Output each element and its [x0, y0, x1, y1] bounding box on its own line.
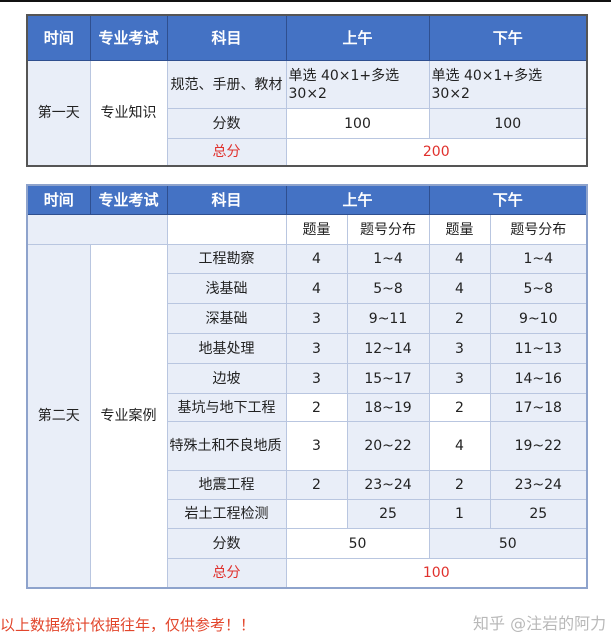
- pm-count-cell: 2: [428, 470, 491, 500]
- table-row: 地基处理 3 12~14 3 11~13: [27, 333, 588, 364]
- pm-range-cell: 11~13: [489, 333, 588, 364]
- subheader-pm-count: 题量: [428, 214, 491, 245]
- total-label: 总分: [166, 558, 287, 588]
- score-label: 分数: [166, 108, 287, 139]
- blank-cell: [166, 214, 287, 245]
- day-cell: 第二天: [26, 244, 91, 588]
- pm-count-cell: 1: [428, 499, 491, 529]
- pm-count-cell: 4: [428, 244, 491, 274]
- table-row: 第一天 专业知识 规范、手册、教材 单选 40×1+多选 30×2 单选 40×…: [26, 60, 588, 166]
- table-row: 基坑与地下工程 2 18~19 2 17~18: [27, 393, 588, 422]
- am-range-cell: 1~4: [346, 244, 430, 274]
- day-cell: 第一天: [26, 60, 91, 166]
- total-label: 总分: [166, 138, 287, 166]
- pm-score: 100: [428, 108, 588, 139]
- am-score: 100: [285, 108, 430, 139]
- subheader-am-range: 题号分布: [346, 214, 430, 245]
- header-row: 时间 专业考试 科目 上午 下午: [26, 184, 588, 215]
- subject-cell: 基坑与地下工程: [166, 393, 287, 422]
- am-score: 50: [285, 528, 430, 559]
- top-border: [0, 0, 611, 2]
- subject-cell: 边坡: [166, 363, 287, 394]
- am-count-cell: 3: [285, 421, 348, 471]
- score-row: 分数 50 50: [27, 528, 588, 559]
- table-row: 第二天 专业案例 工程勘察 4 1~4 4 1~4: [26, 244, 588, 588]
- header-row: 时间 专业考试 科目 上午 下午: [26, 14, 588, 61]
- pm-range-cell: 17~18: [489, 393, 588, 422]
- am-count-cell: 3: [285, 363, 348, 394]
- header-time: 时间: [26, 184, 91, 215]
- am-count-cell: 2: [285, 470, 348, 500]
- pm-range-cell: 25: [489, 499, 588, 529]
- pm-count-cell: 2: [428, 303, 491, 334]
- header-exam: 专业考试: [89, 184, 168, 215]
- header-subject: 科目: [166, 14, 287, 61]
- pm-format-cell: 单选 40×1+多选 30×2: [428, 60, 588, 109]
- am-count-cell: 3: [285, 303, 348, 334]
- pm-count-cell: 2: [428, 393, 491, 422]
- total-row: 总分 200: [27, 138, 588, 166]
- pm-range-cell: 14~16: [489, 363, 588, 394]
- pm-range-cell: 5~8: [489, 273, 588, 304]
- table-row: 边坡 3 15~17 3 14~16: [27, 363, 588, 394]
- header-pm: 下午: [428, 14, 588, 61]
- table-row: 特殊土和不良地质 3 20~22 4 19~22: [27, 421, 588, 471]
- pm-count-cell: 3: [428, 333, 491, 364]
- pm-count-cell: 4: [428, 273, 491, 304]
- total-row: 总分 100: [27, 558, 588, 588]
- pm-range-cell: 19~22: [489, 421, 588, 471]
- exam-cell: 专业案例: [89, 244, 168, 588]
- am-range-cell: 20~22: [346, 421, 430, 471]
- disclaimer-note: 以上数据统计依据往年，仅供参考！！: [0, 616, 256, 634]
- am-range-cell: 25: [346, 499, 430, 529]
- total-value: 100: [285, 558, 588, 588]
- pm-range-cell: 1~4: [489, 244, 588, 274]
- am-count-cell: 4: [285, 273, 348, 304]
- pm-score: 50: [428, 528, 588, 559]
- table-row: 地震工程 2 23~24 2 23~24: [27, 470, 588, 500]
- day-one-table: 时间 专业考试 科目 上午 下午 第一天 专业知识 规范、手册、教材 单选 40…: [26, 14, 588, 167]
- pm-range-cell: 9~10: [489, 303, 588, 334]
- am-range-cell: 23~24: [346, 470, 430, 500]
- am-count-cell: 3: [285, 333, 348, 364]
- table-row: 岩土工程检测 25 1 25: [27, 499, 588, 529]
- am-range-cell: 9~11: [346, 303, 430, 334]
- header-am: 上午: [285, 14, 430, 61]
- subject-cell: 特殊土和不良地质: [166, 421, 287, 471]
- header-time: 时间: [26, 14, 91, 61]
- total-value: 200: [285, 138, 588, 166]
- am-range-cell: 5~8: [346, 273, 430, 304]
- score-label: 分数: [166, 528, 287, 559]
- subheader-pm-range: 题号分布: [489, 214, 588, 245]
- subject-cell: 岩土工程检测: [166, 499, 287, 529]
- table-row: 深基础 3 9~11 2 9~10: [27, 303, 588, 334]
- am-range-cell: 18~19: [346, 393, 430, 422]
- pm-count-cell: 4: [428, 421, 491, 471]
- subheader-am-count: 题量: [285, 214, 348, 245]
- pm-range-cell: 23~24: [489, 470, 588, 500]
- am-format-cell: 单选 40×1+多选 30×2: [285, 60, 430, 109]
- watermark: 知乎 @注岩的阿力: [473, 614, 607, 633]
- subject-cell: 规范、手册、教材: [166, 60, 287, 109]
- am-range-cell: 15~17: [346, 363, 430, 394]
- subject-cell: 深基础: [166, 303, 287, 334]
- am-count-cell: 4: [285, 244, 348, 274]
- am-range-cell: 12~14: [346, 333, 430, 364]
- subject-cell: 工程勘察: [166, 244, 287, 274]
- exam-cell: 专业知识: [89, 60, 168, 166]
- subject-cell: 地震工程: [166, 470, 287, 500]
- header-exam: 专业考试: [89, 14, 168, 61]
- blank-cell: [26, 214, 168, 245]
- am-count-cell: 2: [285, 393, 348, 422]
- am-count-cell: [285, 499, 348, 529]
- day-two-table: 时间 专业考试 科目 上午 下午 题量 题号分布 题量 题号分布 第二天 专业案例…: [26, 184, 589, 589]
- pm-count-cell: 3: [428, 363, 491, 394]
- subheader-row: 题量 题号分布 题量 题号分布: [26, 214, 588, 245]
- header-subject: 科目: [166, 184, 287, 215]
- header-am: 上午: [285, 184, 430, 215]
- score-row: 分数 100 100: [27, 108, 588, 139]
- header-pm: 下午: [428, 184, 588, 215]
- subject-cell: 浅基础: [166, 273, 287, 304]
- subject-cell: 地基处理: [166, 333, 287, 364]
